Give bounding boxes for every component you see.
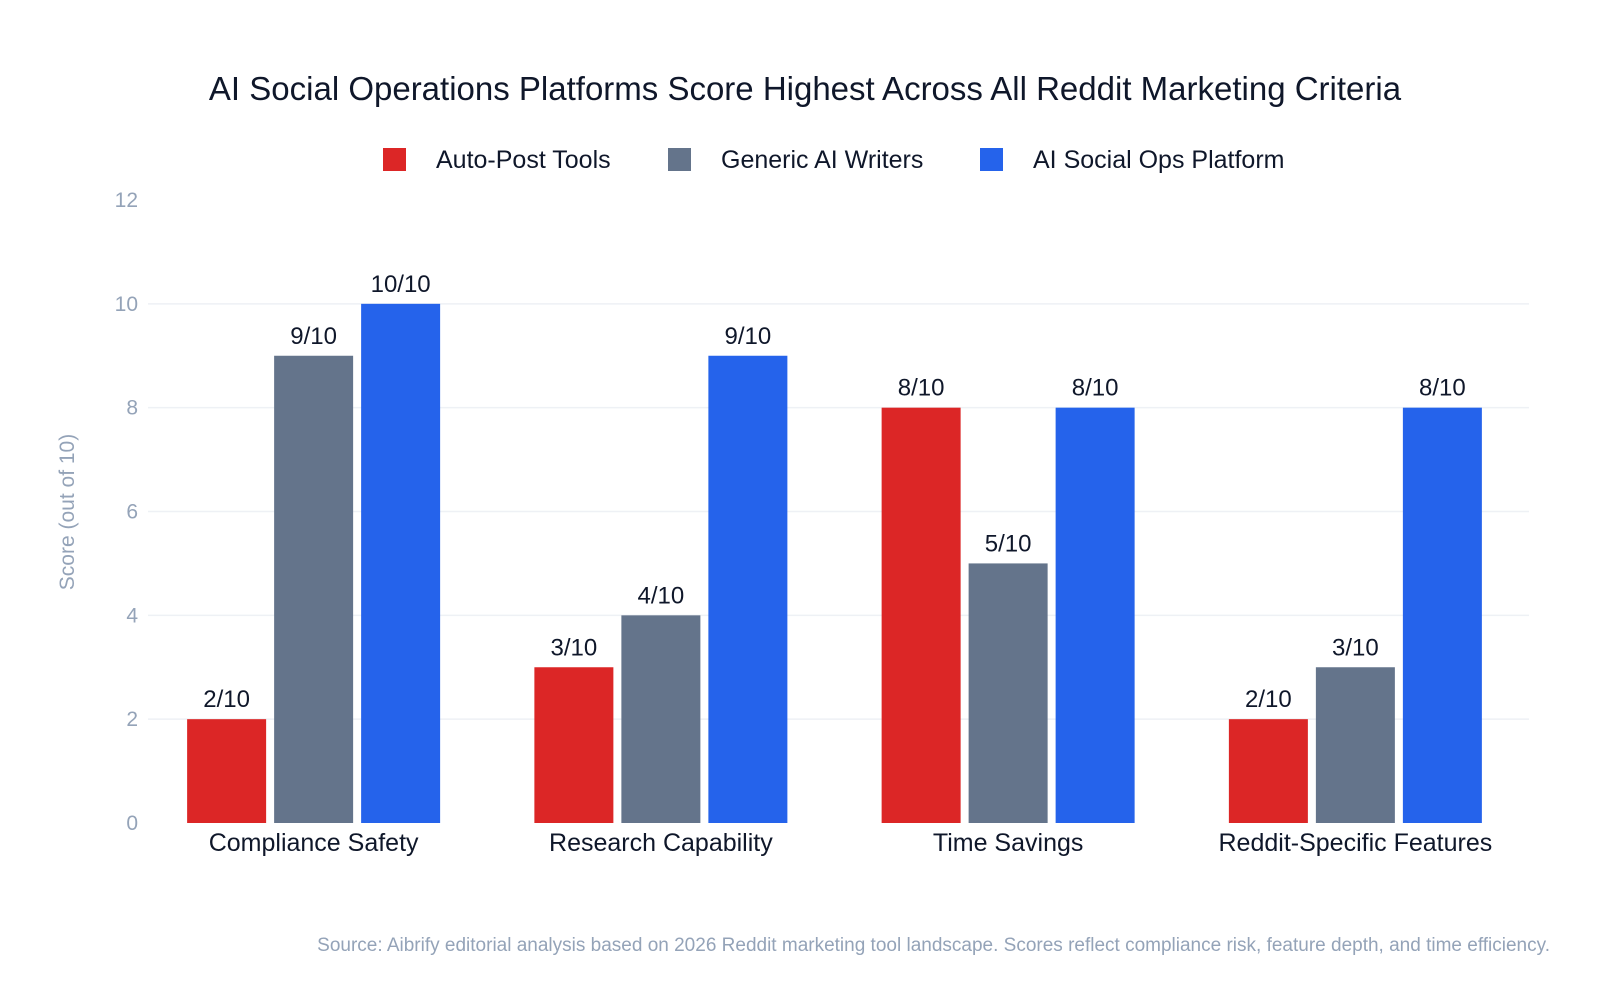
y-tick-label: 4 [126,604,138,627]
bar [187,719,267,823]
y-axis-ticks: 0 2 4 6 8 10 12 [115,189,139,835]
x-category-label: Reddit-Specific Features [1219,829,1493,857]
bar [1402,407,1482,823]
x-axis-categories: Compliance Safety Research Capability Time… [209,829,1493,857]
y-tick-label: 6 [126,501,138,524]
y-tick-label: 0 [126,812,138,835]
data-label: 2/10 [203,686,250,713]
bar [881,407,961,823]
data-label: 8/10 [898,375,945,402]
y-axis-label: Score (out of 10) [56,434,79,590]
data-label: 8/10 [1072,375,1119,402]
chart-title: AI Social Operations Platforms Score Hig… [209,70,1402,107]
data-label: 2/10 [1245,686,1292,713]
data-label: 9/10 [725,323,772,350]
y-tick-label: 10 [115,293,138,316]
x-category-label: Time Savings [933,829,1084,857]
y-tick-label: 8 [126,397,138,420]
bars: 2/10 9/10 10/10 3/10 4/10 9/10 8/10 5/10 8/10 2/1… [187,271,1482,823]
x-category-label: Compliance Safety [209,829,419,857]
legend-label: Generic AI Writers [721,146,923,174]
legend-label: Auto-Post Tools [436,146,611,174]
bar [274,355,354,823]
data-label: 3/10 [1332,634,1379,661]
legend-swatch [383,148,406,171]
y-tick-label: 2 [126,708,138,731]
data-label: 5/10 [985,530,1032,557]
bar [1228,719,1308,823]
data-label: 10/10 [371,271,431,298]
x-category-label: Research Capability [549,829,773,857]
bar [1315,667,1395,823]
legend-label: AI Social Ops Platform [1033,146,1284,174]
legend-swatch [668,148,691,171]
bar [1055,407,1135,823]
source-note: Source: Aibrify editorial analysis based… [317,935,1550,956]
bar [534,667,614,823]
legend-swatch [980,148,1003,171]
bar [968,563,1048,823]
legend: Auto-Post Tools Generic AI Writers AI Soci… [383,146,1284,174]
data-label: 9/10 [290,323,337,350]
data-label: 4/10 [638,582,685,609]
y-tick-label: 12 [115,189,138,212]
bar [621,615,701,823]
bar [361,303,441,823]
data-label: 8/10 [1419,375,1466,402]
gridlines [148,303,1529,720]
bar [708,355,788,823]
data-label: 3/10 [551,634,598,661]
